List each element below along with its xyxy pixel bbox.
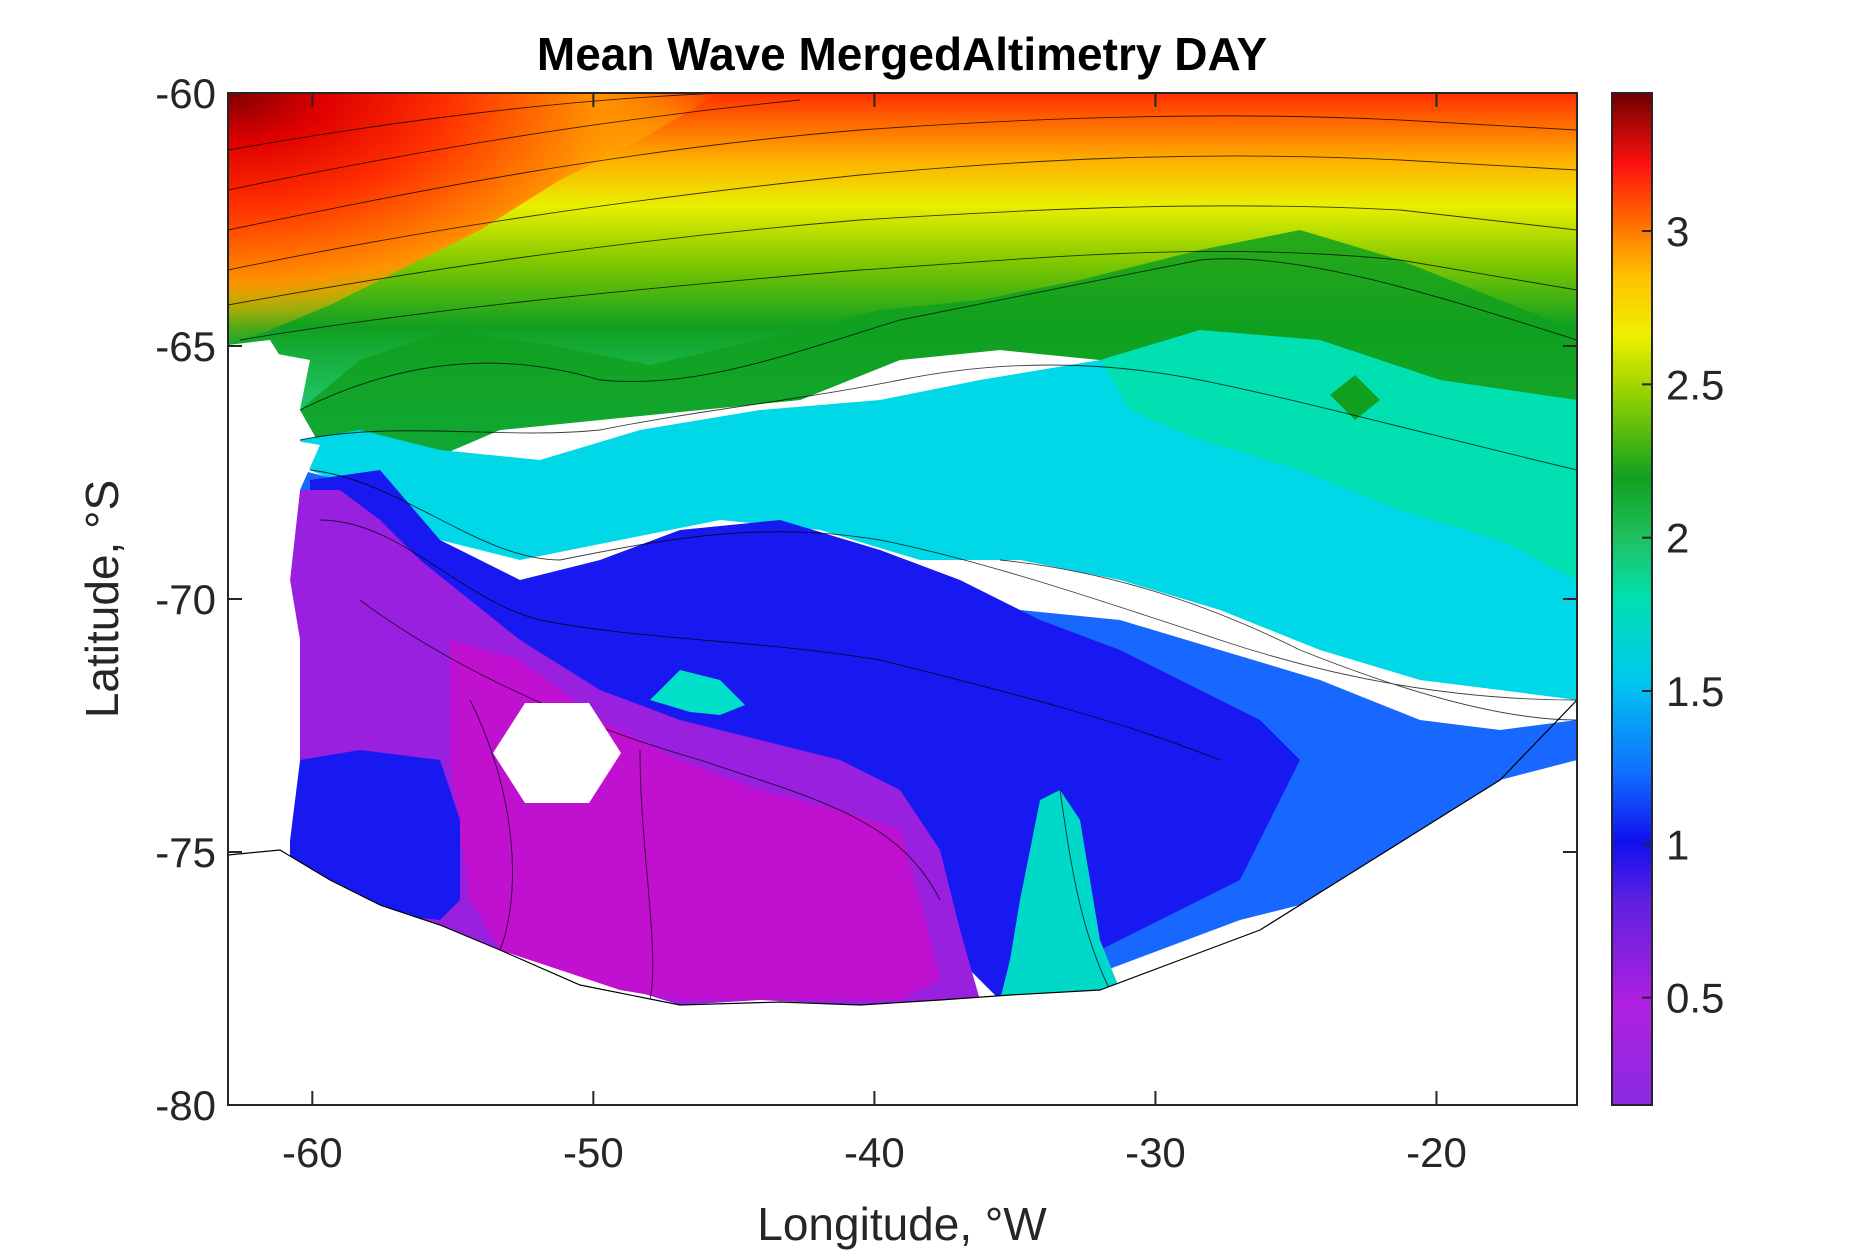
y-tick-label: -70 — [155, 576, 216, 623]
colorbar-tick-label: 1 — [1666, 821, 1689, 868]
contour-green-east-spot — [1330, 375, 1380, 420]
y-tick-label: -80 — [155, 1082, 216, 1129]
contour-lines — [228, 93, 1577, 1001]
y-axis-label: Latitude, °S — [76, 480, 128, 718]
colorbar-tick-label: 3 — [1666, 208, 1689, 255]
y-tick-label: -60 — [155, 70, 216, 117]
coastline — [228, 699, 1577, 1006]
x-tick-label: -50 — [563, 1129, 624, 1176]
chart-title: Mean Wave MergedAltimetry DAY — [537, 28, 1267, 80]
colorbar — [1611, 92, 1653, 1106]
y-axis: -80 -75 -70 -65 -60 — [155, 70, 1577, 1129]
y-tick-label: -65 — [155, 323, 216, 370]
colorbar-ticks: 0.5 1 1.5 2 2.5 3 — [1642, 208, 1724, 1022]
colorbar-tick-label: 2 — [1666, 515, 1689, 562]
nodata-hexagon — [493, 703, 621, 803]
contour-field — [228, 93, 1577, 1105]
x-axis: -60 -50 -40 -30 -20 — [282, 93, 1467, 1176]
contour-cyan-spot — [650, 670, 745, 715]
colorbar-tick-label: 2.5 — [1666, 361, 1724, 408]
contour-teal-east — [1100, 330, 1577, 580]
x-tick-label: -40 — [844, 1129, 905, 1176]
y-tick-label: -75 — [155, 829, 216, 876]
landmask-west — [228, 340, 320, 850]
contour-cyan-spike — [1000, 790, 1120, 1000]
colorbar-tick-label: 1.5 — [1666, 668, 1724, 715]
x-tick-label: -20 — [1406, 1129, 1467, 1176]
contour-northwest-high — [228, 93, 720, 345]
plot-area — [228, 93, 1577, 1105]
contour-green-band — [300, 230, 1577, 470]
x-tick-label: -60 — [282, 1129, 343, 1176]
x-axis-label: Longitude, °W — [757, 1198, 1047, 1250]
colorbar-tick-label: 0.5 — [1666, 975, 1724, 1022]
x-tick-label: -30 — [1125, 1129, 1186, 1176]
contour-blue-lobe — [290, 750, 460, 920]
landmask-south — [228, 760, 1577, 1105]
